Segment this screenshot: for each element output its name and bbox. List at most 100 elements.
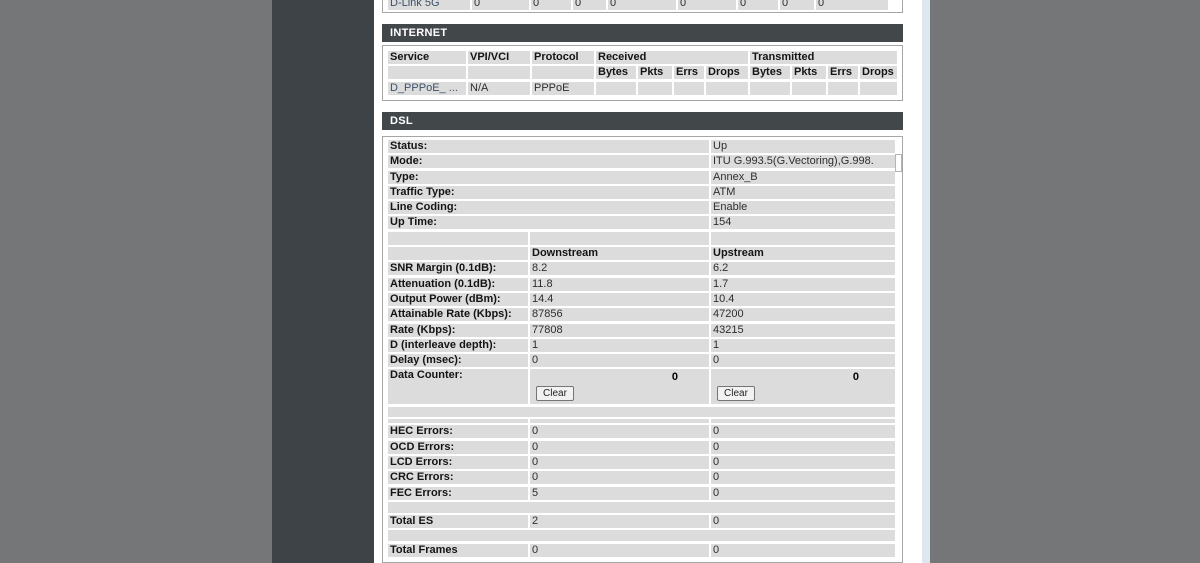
empty-cell bbox=[750, 81, 790, 95]
col-header-transmitted: Transmitted bbox=[750, 51, 897, 64]
service-protocol-value: PPPoE bbox=[532, 81, 594, 95]
col-header-rx-drops: Drops bbox=[706, 66, 748, 80]
internet-section-header: INTERNET bbox=[382, 24, 903, 42]
dsl-direction-header-row: Downstream Upstream bbox=[388, 247, 897, 261]
data-counter-down-cell: 0 Clear bbox=[530, 369, 709, 405]
interleave-depth-down: 1 bbox=[530, 338, 709, 352]
empty-cell bbox=[530, 231, 709, 245]
hec-errors-up: 0 bbox=[711, 425, 895, 439]
separator-bar bbox=[388, 501, 895, 513]
col-header-service: Service bbox=[388, 51, 466, 64]
crc-errors-up: 0 bbox=[711, 471, 895, 485]
wireless-stat-cell: 0 bbox=[531, 0, 571, 10]
empty-cell bbox=[388, 419, 528, 424]
dsl-attainable-rate-row: Attainable Rate (Kbps): 87856 47200 bbox=[388, 308, 897, 322]
output-power-label: Output Power (dBm): bbox=[388, 292, 528, 306]
dsl-snr-row: SNR Margin (0.1dB): 8.2 6.2 bbox=[388, 262, 897, 276]
clear-downstream-counter-button[interactable]: Clear bbox=[536, 386, 574, 402]
total-frames-label: Total Frames bbox=[388, 543, 528, 557]
lcd-errors-up: 0 bbox=[711, 455, 895, 469]
dsl-total-es-row: Total ES 2 0 bbox=[388, 515, 897, 529]
dsl-mode-row: Mode: ITU G.993.5(G.Vectoring),G.998. bbox=[388, 155, 897, 169]
wireless-stats-table-partial: D-Link 5G 0 0 0 0 0 0 0 0 bbox=[382, 0, 903, 13]
total-es-label: Total ES bbox=[388, 515, 528, 529]
col-header-rx-pkts: Pkts bbox=[638, 66, 672, 80]
total-es-up: 0 bbox=[711, 515, 895, 529]
empty-cell bbox=[674, 81, 704, 95]
empty-cell bbox=[596, 81, 636, 95]
dsl-status-label: Status: bbox=[388, 140, 709, 153]
hec-errors-label: HEC Errors: bbox=[388, 425, 528, 439]
col-header-tx-errs: Errs bbox=[828, 66, 858, 80]
crc-errors-label: CRC Errors: bbox=[388, 471, 528, 485]
wireless-stat-cell: 0 bbox=[816, 0, 888, 10]
internet-service-row: D_PPPoE_ ... N/A PPPoE bbox=[388, 81, 897, 95]
wireless-stat-cell: 0 bbox=[780, 0, 814, 10]
page-scrollbar-track[interactable] bbox=[922, 0, 930, 563]
empty-cell bbox=[468, 66, 530, 80]
col-header-rx-errs: Errs bbox=[674, 66, 704, 80]
data-counter-up-value: 0 bbox=[852, 371, 859, 384]
wireless-stat-cell: 0 bbox=[738, 0, 778, 10]
nav-sidebar-strip bbox=[272, 0, 374, 563]
dsl-line-coding-value: Enable bbox=[711, 201, 895, 215]
empty-cell bbox=[706, 81, 748, 95]
attainable-rate-label: Attainable Rate (Kbps): bbox=[388, 308, 528, 322]
empty-cell bbox=[388, 231, 528, 245]
internet-subheader-row: Bytes Pkts Errs Drops Bytes Pkts Errs Dr… bbox=[388, 66, 897, 80]
crc-errors-down: 0 bbox=[530, 471, 709, 485]
data-counter-up-cell: 0 Clear bbox=[711, 369, 895, 405]
empty-cell bbox=[792, 81, 826, 95]
output-power-down: 14.4 bbox=[530, 292, 709, 306]
clear-upstream-counter-button[interactable]: Clear bbox=[717, 386, 755, 402]
dsl-lcd-errors-row: LCD Errors: 0 0 bbox=[388, 455, 897, 469]
dsl-crc-errors-row: CRC Errors: 0 0 bbox=[388, 471, 897, 485]
internet-section-title: INTERNET bbox=[390, 27, 448, 39]
dsl-line-coding-row: Line Coding: Enable bbox=[388, 201, 897, 215]
separator-bar bbox=[388, 406, 895, 417]
col-header-tx-bytes: Bytes bbox=[750, 66, 790, 80]
col-header-protocol: Protocol bbox=[532, 51, 594, 64]
lcd-errors-down: 0 bbox=[530, 455, 709, 469]
dsl-type-label: Type: bbox=[388, 170, 709, 184]
dsl-ocd-errors-row: OCD Errors: 0 0 bbox=[388, 440, 897, 454]
wireless-ssid-label: D-Link 5G bbox=[388, 0, 470, 10]
snr-margin-down: 8.2 bbox=[530, 262, 709, 276]
empty-cell bbox=[530, 419, 709, 424]
wireless-stat-cell: 0 bbox=[678, 0, 736, 10]
dsl-rate-row: Rate (Kbps): 77808 43215 bbox=[388, 323, 897, 337]
wireless-table-row: D-Link 5G 0 0 0 0 0 0 0 0 bbox=[388, 0, 897, 10]
dsl-type-value: Annex_B bbox=[711, 170, 895, 184]
total-es-down: 2 bbox=[530, 515, 709, 529]
dsl-interleave-depth-row: D (interleave depth): 1 1 bbox=[388, 338, 897, 352]
dsl-traffic-type-row: Traffic Type: ATM bbox=[388, 185, 897, 199]
empty-cell bbox=[388, 66, 466, 80]
col-header-received: Received bbox=[596, 51, 748, 64]
empty-cell bbox=[828, 81, 858, 95]
dsl-uptime-value: 154 bbox=[711, 216, 895, 230]
dsl-mode-label: Mode: bbox=[388, 155, 709, 169]
dsl-total-frames-row: Total Frames 0 0 bbox=[388, 543, 897, 557]
hec-errors-down: 0 bbox=[530, 425, 709, 439]
wireless-stat-cell: 0 bbox=[573, 0, 606, 10]
dsl-output-power-row: Output Power (dBm): 14.4 10.4 bbox=[388, 292, 897, 306]
empty-cell bbox=[532, 66, 594, 80]
dsl-attenuation-row: Attenuation (0.1dB): 11.8 1.7 bbox=[388, 277, 897, 291]
col-header-upstream: Upstream bbox=[711, 247, 895, 261]
fec-errors-down: 5 bbox=[530, 486, 709, 500]
dsl-section-header: DSL bbox=[382, 112, 903, 130]
data-counter-label: Data Counter: bbox=[388, 369, 528, 405]
dsl-traffic-type-label: Traffic Type: bbox=[388, 185, 709, 199]
attainable-rate-down: 87856 bbox=[530, 308, 709, 322]
rate-label: Rate (Kbps): bbox=[388, 323, 528, 337]
interleave-depth-label: D (interleave depth): bbox=[388, 338, 528, 352]
dsl-hec-errors-row: HEC Errors: 0 0 bbox=[388, 425, 897, 439]
fec-errors-label: FEC Errors: bbox=[388, 486, 528, 500]
service-name-link[interactable]: D_PPPoE_ ... bbox=[388, 81, 466, 95]
mode-cell-scrollbar[interactable] bbox=[895, 154, 902, 172]
dsl-thin-spacer-row bbox=[388, 419, 897, 424]
attainable-rate-up: 47200 bbox=[711, 308, 895, 322]
attenuation-down: 11.8 bbox=[530, 277, 709, 291]
delay-down: 0 bbox=[530, 354, 709, 368]
lcd-errors-label: LCD Errors: bbox=[388, 455, 528, 469]
